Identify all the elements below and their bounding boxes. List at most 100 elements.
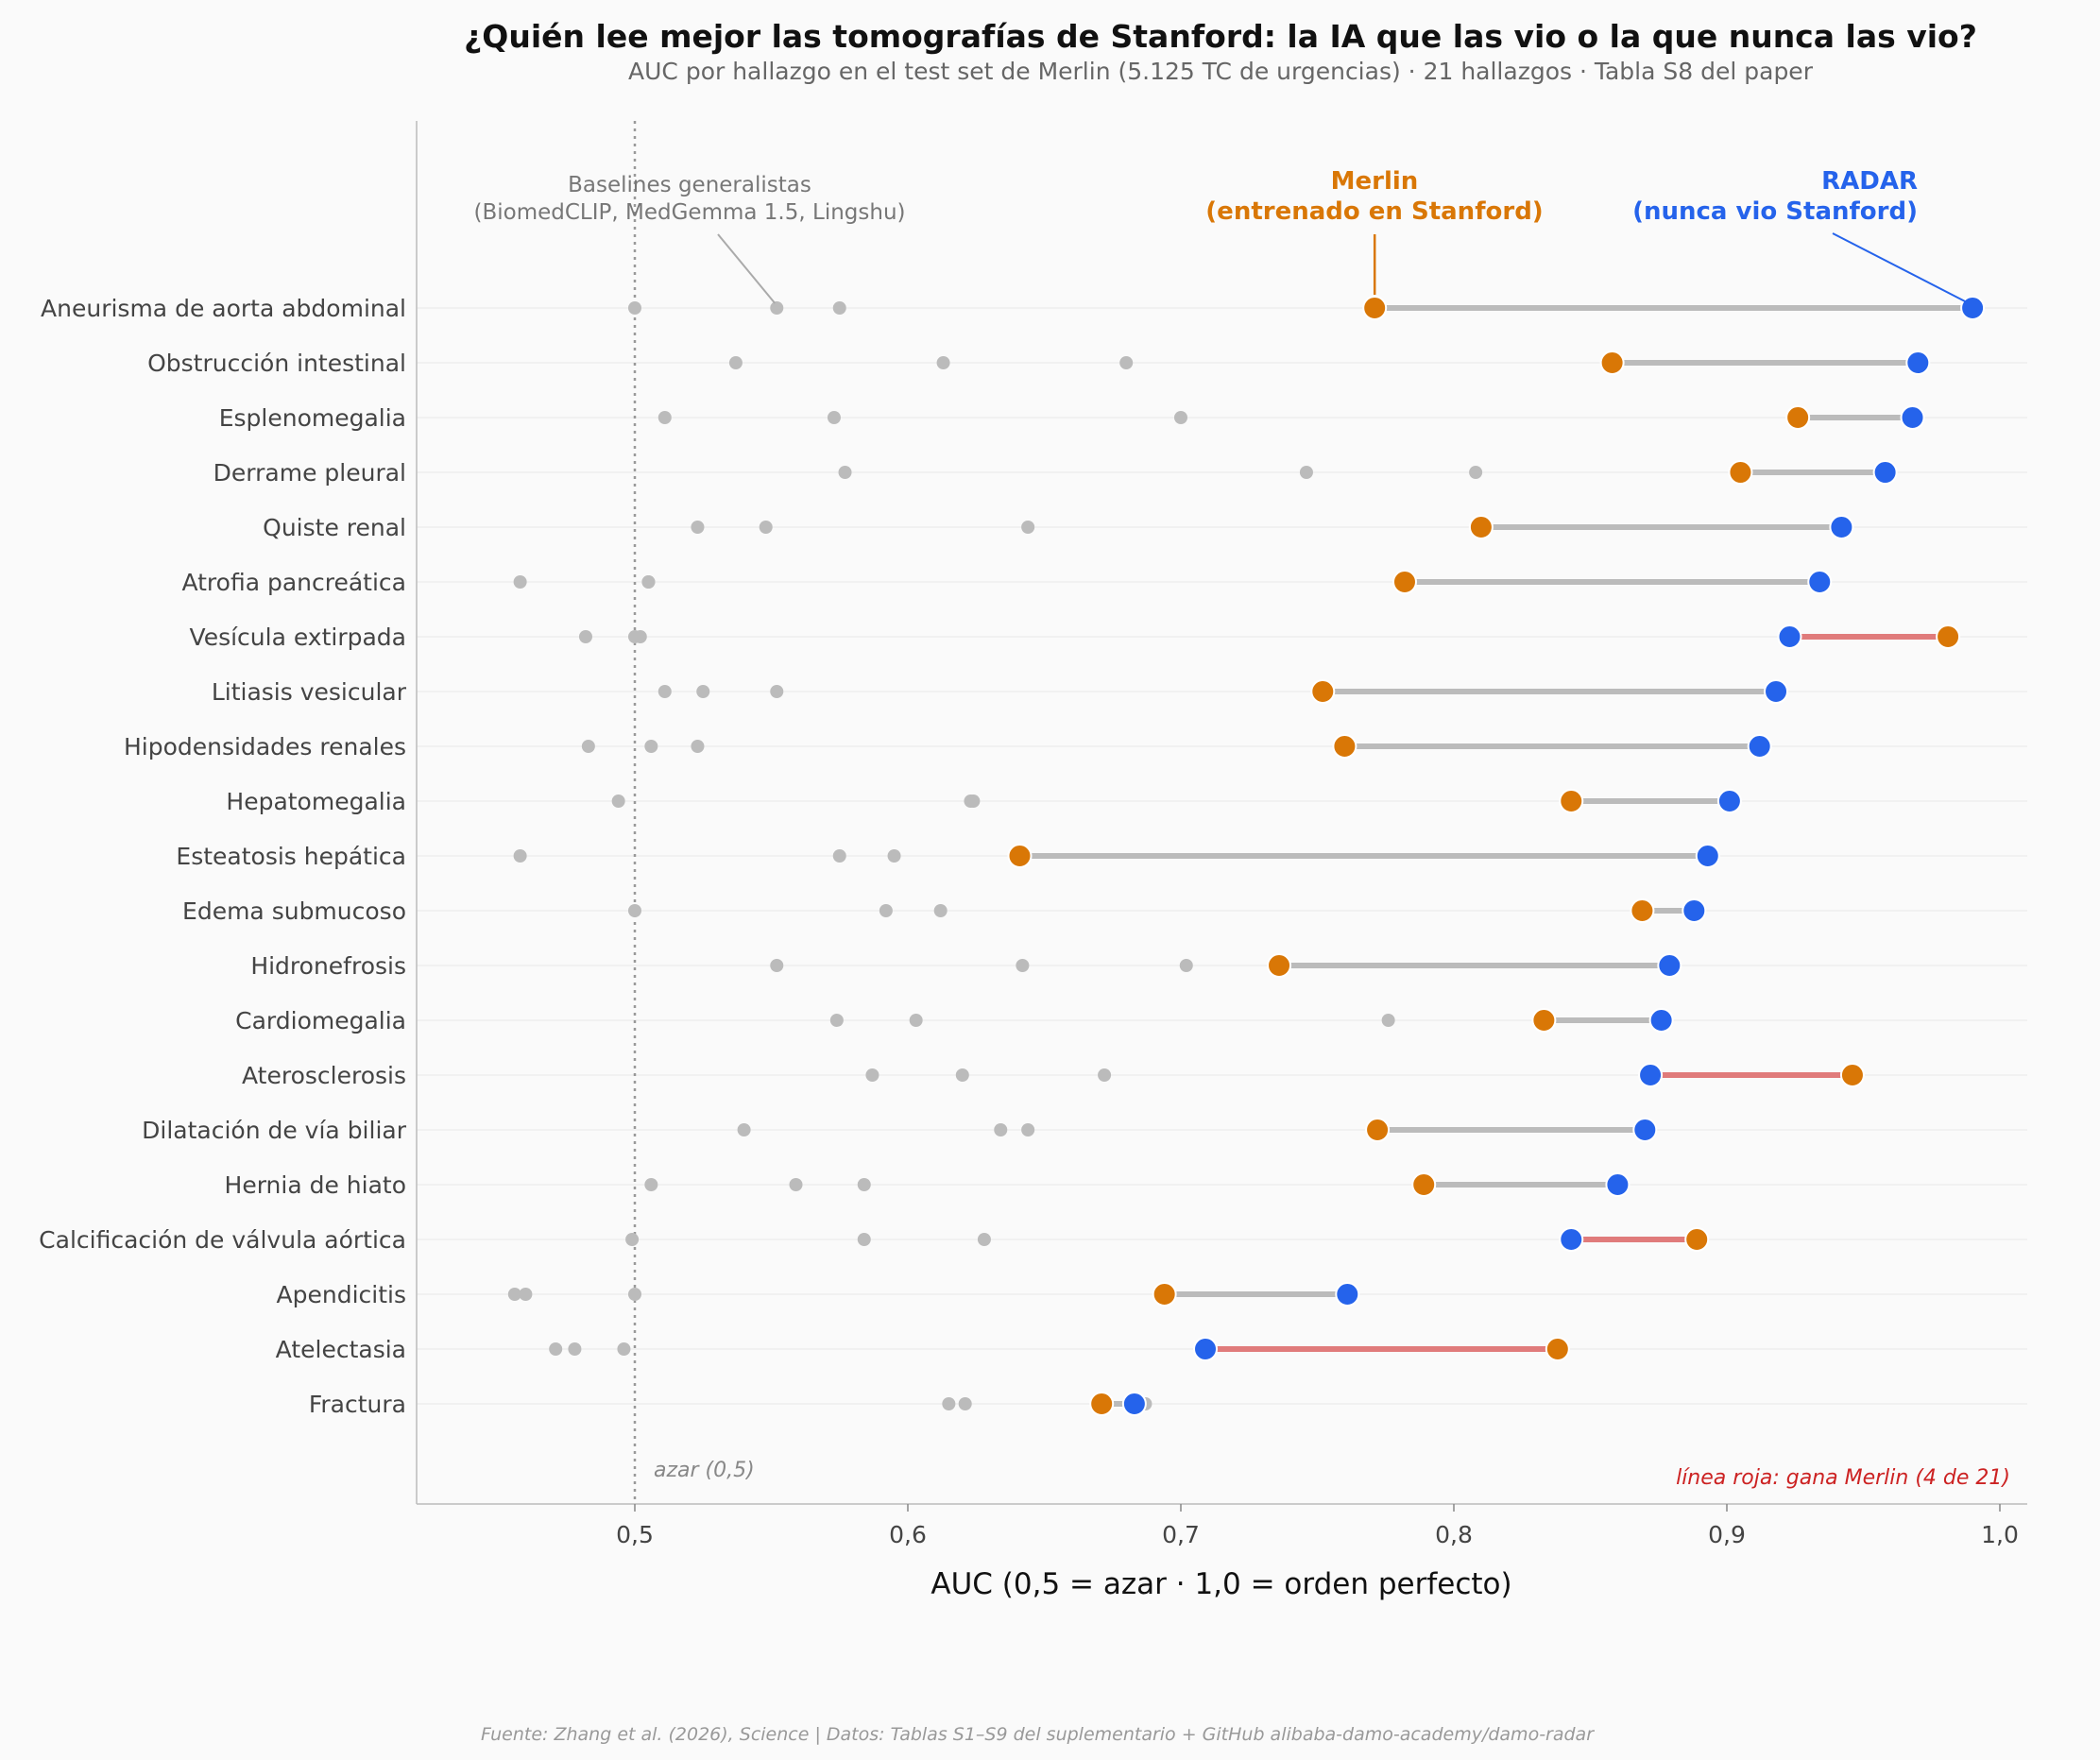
baseline-dot — [1021, 1123, 1035, 1136]
merlin-dot — [1559, 789, 1584, 813]
baseline-dot — [936, 356, 950, 369]
baseline-dot — [644, 1178, 658, 1191]
radar-dot — [1807, 570, 1833, 594]
row-label: Atelectasia — [276, 1336, 406, 1363]
merlin-dot — [1310, 679, 1336, 704]
row-gridlines — [417, 307, 2027, 1405]
baseline-dot — [827, 411, 841, 424]
baseline-dot — [581, 740, 595, 753]
baseline-dot — [737, 1123, 751, 1136]
row-label: Hernia de hiato — [225, 1171, 406, 1199]
baseline-dot — [857, 1178, 871, 1191]
radar-dot — [1960, 296, 1986, 320]
baseline-dot — [770, 959, 784, 972]
baseline-dot — [1016, 959, 1030, 972]
baseline-dot — [657, 411, 672, 424]
y-axis-labels: Aneurisma de aorta abdominal Obstrucción … — [39, 295, 407, 1418]
radar-dot — [1695, 844, 1720, 868]
merlin-dot — [1089, 1392, 1115, 1416]
baseline-dot — [611, 795, 625, 808]
merlin-annotation-line1: Merlin — [1331, 167, 1419, 196]
row-label: Esplenomegalia — [219, 404, 406, 432]
row-label: Calcificación de válvula aórtica — [39, 1226, 406, 1254]
x-axis-label: AUC (0,5 = azar · 1,0 = orden perfecto) — [930, 1567, 1511, 1601]
merlin-dot — [1630, 898, 1655, 923]
baseline-dot — [933, 904, 948, 917]
row-label: Quiste renal — [263, 514, 406, 541]
baseline-dot — [513, 849, 527, 863]
merlin-dot — [1365, 1118, 1391, 1142]
chart-subtitle: AUC por hallazgo en el test set de Merli… — [628, 58, 1814, 85]
x-tick-label: 0,7 — [1162, 1521, 1200, 1548]
merlin-dot — [1362, 296, 1388, 320]
baseline-dot — [1179, 959, 1193, 972]
baseline-dot — [909, 1014, 923, 1027]
baselines-annotation-line1: Baselines generalistas — [568, 173, 811, 197]
baseline-dot — [628, 904, 641, 917]
baseline-dot — [691, 740, 705, 753]
merlin-dot — [1531, 1008, 1557, 1033]
baselines-arrow — [717, 233, 777, 304]
baseline-dot — [513, 575, 527, 589]
baseline-dot — [832, 849, 846, 863]
radar-dot — [1747, 734, 1772, 759]
baseline-dot — [832, 301, 846, 315]
x-axis-ticks: 0,5 0,6 0,7 0,8 0,9 1,0 — [616, 1504, 2019, 1548]
x-tick-label: 0,6 — [889, 1521, 927, 1548]
baseline-dot — [507, 1288, 521, 1301]
merlin-dot — [1468, 515, 1494, 539]
baseline-dot — [1098, 1068, 1112, 1082]
baseline-dot — [958, 1397, 972, 1410]
radar-dot — [1638, 1063, 1664, 1087]
baseline-dot — [770, 685, 784, 698]
baseline-dot — [994, 1123, 1008, 1136]
baseline-dot — [1299, 466, 1313, 479]
merlin-dot — [1007, 844, 1033, 868]
radar-annotation-line2: (nunca vio Stanford) — [1632, 197, 1918, 226]
merlin-dot — [1785, 405, 1811, 430]
baselines-annotation-line2: (BiomedCLIP, MedGemma 1.5, Lingshu) — [474, 200, 906, 225]
radar-dot — [1121, 1392, 1147, 1416]
baseline-dot — [838, 466, 852, 479]
chance-label: azar (0,5) — [654, 1459, 755, 1482]
radar-dot — [1648, 1008, 1674, 1033]
baseline-dot — [770, 301, 784, 315]
baseline-dot — [789, 1178, 803, 1191]
merlin-dot — [1728, 460, 1753, 485]
baseline-dot — [1174, 411, 1187, 424]
row-label: Esteatosis hepática — [176, 843, 406, 870]
radar-dot — [1559, 1227, 1584, 1252]
baseline-dot — [1469, 466, 1483, 479]
radar-arrow — [1832, 232, 1966, 302]
baseline-dot — [879, 904, 893, 917]
radar-dot — [1900, 405, 1925, 430]
x-tick-label: 0,9 — [1708, 1521, 1746, 1548]
baseline-dot — [568, 1342, 582, 1356]
merlin-dots — [1007, 296, 1961, 1416]
connectors — [1016, 305, 1976, 1407]
row-label: Apendicitis — [277, 1281, 406, 1308]
baseline-dot — [633, 630, 647, 643]
radar-dot — [1764, 679, 1789, 704]
chart-title: ¿Quién lee mejor las tomografías de Stan… — [464, 18, 1977, 55]
x-tick-label: 1,0 — [1981, 1521, 2019, 1548]
merlin-dot — [1839, 1063, 1865, 1087]
radar-dot — [1632, 1118, 1658, 1142]
baseline-dot — [977, 1233, 991, 1246]
baseline-dot — [1381, 1014, 1395, 1027]
radar-dot — [1716, 789, 1742, 813]
radar-dots — [1121, 296, 1986, 1416]
baseline-dot — [1021, 521, 1035, 534]
baseline-dot — [759, 521, 773, 534]
row-label: Derrame pleural — [213, 459, 406, 487]
radar-dot — [1905, 350, 1931, 375]
baseline-dot — [549, 1342, 563, 1356]
baseline-dot — [691, 521, 705, 534]
baseline-dot — [1119, 356, 1134, 369]
merlin-dot — [1152, 1282, 1177, 1307]
row-label: Cardiomegalia — [235, 1007, 406, 1034]
radar-dot — [1777, 624, 1802, 649]
radar-annotation-line1: RADAR — [1821, 167, 1918, 196]
merlin-dot — [1332, 734, 1357, 759]
